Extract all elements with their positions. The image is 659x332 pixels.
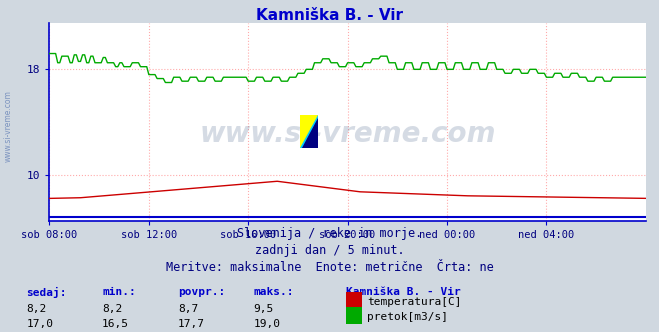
Polygon shape (302, 118, 318, 148)
Text: pretok[m3/s]: pretok[m3/s] (367, 312, 448, 322)
Text: min.:: min.: (102, 287, 136, 297)
Text: Slovenija / reke in morje.: Slovenija / reke in morje. (237, 227, 422, 240)
Polygon shape (300, 115, 318, 148)
Text: www.si-vreme.com: www.si-vreme.com (4, 90, 13, 162)
Text: sedaj:: sedaj: (26, 287, 67, 298)
Text: 8,7: 8,7 (178, 304, 198, 314)
Text: 16,5: 16,5 (102, 319, 129, 329)
Text: Kamniška B. - Vir: Kamniška B. - Vir (346, 287, 461, 297)
Text: maks.:: maks.: (254, 287, 294, 297)
Text: Meritve: maksimalne  Enote: metrične  Črta: ne: Meritve: maksimalne Enote: metrične Črta… (165, 261, 494, 274)
Polygon shape (300, 115, 318, 148)
Text: www.si-vreme.com: www.si-vreme.com (200, 120, 496, 148)
Text: povpr.:: povpr.: (178, 287, 225, 297)
Text: 17,0: 17,0 (26, 319, 53, 329)
Text: 8,2: 8,2 (26, 304, 47, 314)
Text: 9,5: 9,5 (254, 304, 274, 314)
Text: zadnji dan / 5 minut.: zadnji dan / 5 minut. (254, 244, 405, 257)
Text: Kamniška B. - Vir: Kamniška B. - Vir (256, 8, 403, 23)
Text: 19,0: 19,0 (254, 319, 281, 329)
Text: temperatura[C]: temperatura[C] (367, 297, 461, 307)
Text: 17,7: 17,7 (178, 319, 205, 329)
Text: 8,2: 8,2 (102, 304, 123, 314)
